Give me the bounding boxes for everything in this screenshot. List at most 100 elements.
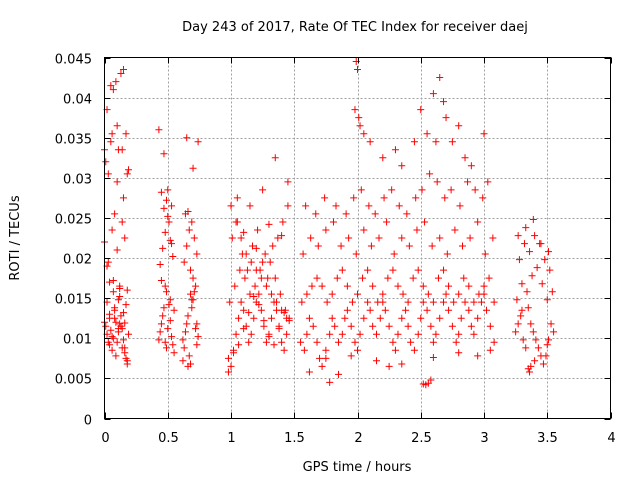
data-point	[285, 317, 293, 325]
data-point	[109, 277, 117, 285]
data-point	[407, 338, 415, 346]
data-point	[193, 250, 201, 258]
data-point	[278, 338, 286, 346]
data-point	[451, 226, 459, 234]
data-point	[273, 298, 281, 306]
data-point	[159, 312, 167, 320]
data-point	[383, 218, 391, 226]
data-point	[156, 260, 164, 268]
data-point	[118, 344, 126, 352]
data-point	[447, 186, 455, 194]
data-point	[245, 338, 253, 346]
data-point	[347, 352, 355, 360]
data-point	[489, 234, 497, 242]
data-point	[232, 218, 240, 226]
data-point	[119, 66, 127, 74]
data-point	[109, 86, 117, 94]
y-tick-label: 0	[84, 414, 92, 429]
data-point	[111, 210, 119, 218]
data-point	[486, 346, 494, 354]
data-point	[403, 210, 411, 218]
data-point	[427, 322, 435, 330]
data-point	[512, 328, 520, 336]
data-point	[102, 322, 110, 330]
data-point	[399, 290, 407, 298]
data-point	[251, 282, 259, 290]
data-point	[364, 298, 372, 306]
data-point	[179, 336, 187, 344]
data-point	[249, 242, 257, 250]
data-point	[264, 274, 272, 282]
data-point	[404, 322, 412, 330]
data-point	[354, 290, 361, 298]
data-point	[313, 338, 321, 346]
data-point	[183, 320, 191, 328]
chart-title: Day 243 of 2017, Rate Of TEC Index for r…	[182, 20, 528, 35]
data-point	[255, 290, 263, 298]
data-point	[107, 82, 115, 90]
data-point	[170, 306, 178, 314]
data-point	[379, 154, 387, 162]
data-point	[228, 234, 236, 242]
data-point	[279, 218, 287, 226]
data-point	[155, 126, 163, 134]
data-point	[194, 333, 202, 341]
x-tick-label: 2	[354, 431, 362, 446]
data-point	[343, 306, 351, 314]
data-point	[187, 290, 195, 298]
data-point	[246, 290, 254, 298]
data-point	[157, 320, 165, 328]
data-point	[389, 266, 397, 274]
data-point	[543, 296, 551, 304]
data-point	[322, 354, 330, 362]
data-point	[309, 322, 317, 330]
data-point	[343, 282, 351, 290]
data-point	[236, 266, 244, 274]
data-point	[366, 306, 374, 314]
data-point	[391, 146, 399, 154]
data-point	[266, 258, 274, 266]
data-point	[302, 202, 310, 210]
data-point	[161, 338, 169, 346]
data-point	[123, 286, 131, 294]
data-point	[385, 362, 393, 370]
data-point	[122, 301, 130, 309]
data-point	[184, 312, 192, 320]
data-point	[313, 274, 321, 282]
data-point	[527, 320, 535, 328]
data-point	[388, 186, 396, 194]
data-point	[233, 194, 241, 202]
data-point	[269, 242, 277, 250]
data-point	[545, 336, 553, 344]
data-point	[547, 320, 555, 328]
data-point	[184, 208, 192, 216]
data-point	[112, 352, 120, 360]
data-point	[121, 349, 129, 357]
data-point	[250, 314, 258, 322]
data-point	[436, 314, 444, 322]
data-point	[345, 234, 353, 242]
data-point	[341, 314, 349, 322]
data-point	[470, 298, 478, 306]
data-point	[398, 162, 406, 170]
data-point	[108, 333, 116, 341]
data-point	[436, 74, 444, 82]
data-point	[168, 333, 176, 341]
data-point	[456, 202, 464, 210]
data-point	[442, 114, 450, 122]
y-tick-label: 0.04	[63, 93, 92, 108]
data-point	[414, 330, 422, 338]
data-point	[160, 304, 168, 312]
data-point	[441, 194, 449, 202]
data-point	[354, 66, 361, 74]
data-point	[374, 298, 382, 306]
data-point	[117, 322, 125, 330]
data-point	[532, 336, 540, 344]
data-point	[114, 296, 122, 304]
data-point	[316, 354, 324, 362]
data-point	[537, 240, 545, 248]
data-point	[398, 360, 406, 368]
data-point	[270, 341, 278, 349]
data-point	[381, 306, 389, 314]
data-point	[440, 266, 448, 274]
